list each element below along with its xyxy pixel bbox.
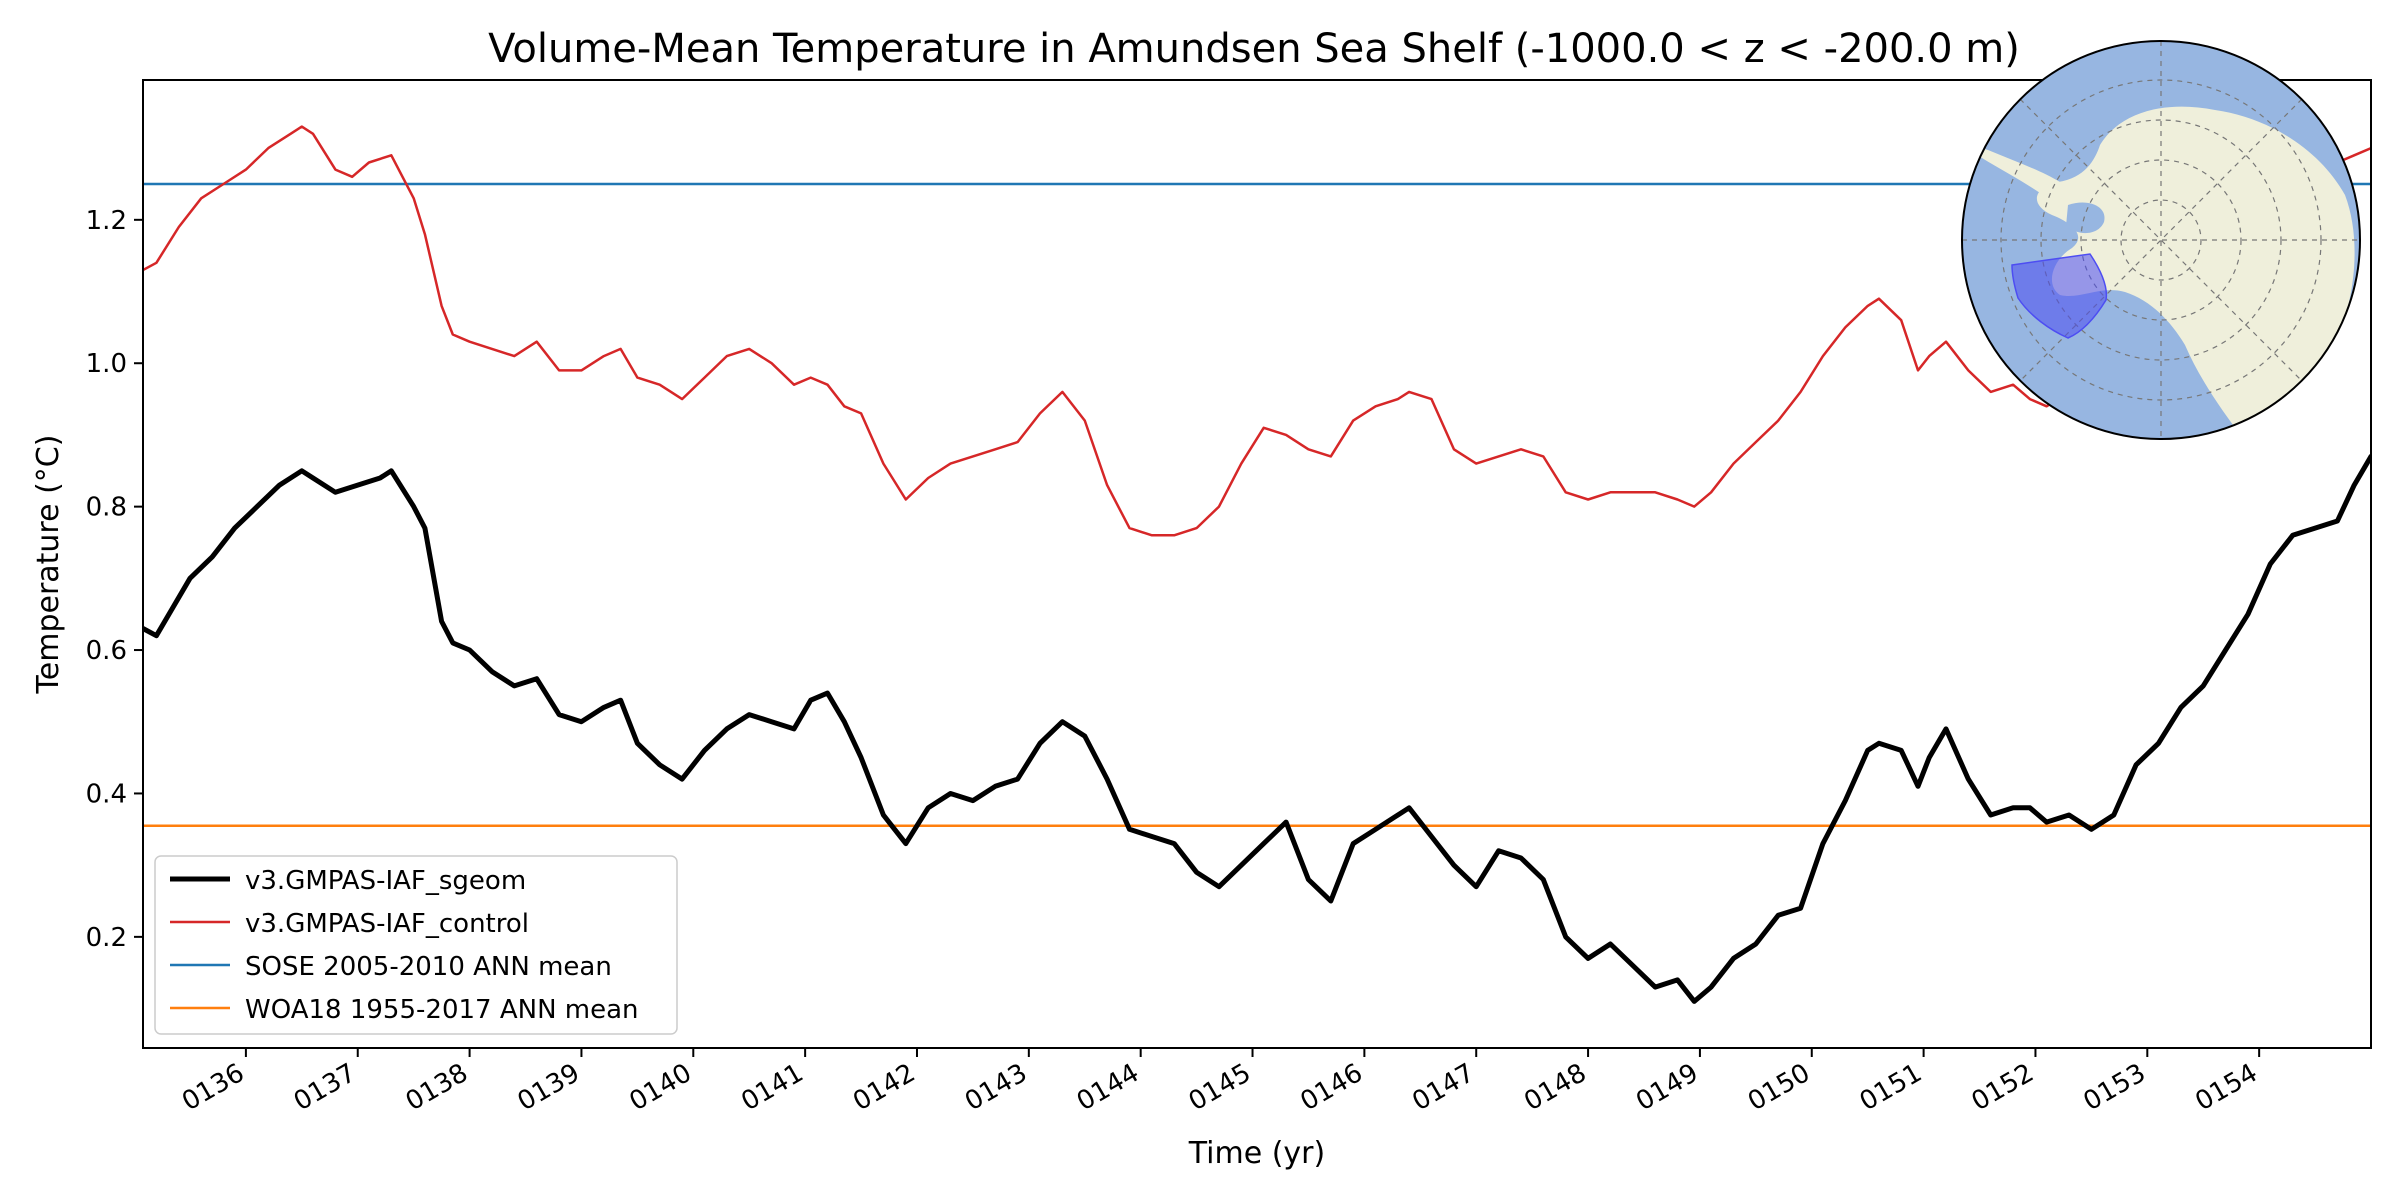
y-axis-label: Temperature (°C) <box>31 435 66 695</box>
plot-frame <box>142 79 2372 1049</box>
y-tick-label: 0.4 <box>86 779 127 809</box>
series-line-1 <box>143 125 2371 537</box>
chart-title: Volume-Mean Temperature in Amundsen Sea … <box>488 26 2020 72</box>
y-tick-label: 0.8 <box>86 493 127 523</box>
antarctic-peninsula <box>1976 148 2062 200</box>
antarctica-inset-map <box>1961 40 2361 440</box>
y-tick-label: 1.0 <box>86 349 127 379</box>
legend-box <box>154 855 678 1035</box>
legend: v3.GMPAS-IAF_sgeom v3.GMPAS-IAF_control … <box>154 855 678 1035</box>
x-axis-label: Time (yr) <box>1188 1136 1325 1171</box>
series-line-0 <box>143 453 2371 1004</box>
y-axis: 0.2 0.4 0.6 0.8 1.0 1.2 <box>86 206 143 953</box>
y-tick-label: 1.2 <box>86 206 127 236</box>
amundsen-sea-region <box>2011 253 2108 339</box>
map-border <box>1961 40 2361 440</box>
y-tick-label: 0.2 <box>86 923 127 953</box>
filchner-shelf <box>2066 202 2105 234</box>
legend-label-sgeom: v3.GMPAS-IAF_sgeom <box>245 866 526 896</box>
legend-label-woa: WOA18 1955-2017 ANN mean <box>245 995 639 1025</box>
legend-label-control: v3.GMPAS-IAF_control <box>245 909 529 939</box>
y-tick-label: 0.6 <box>86 636 127 666</box>
legend-label-sose: SOSE 2005-2010 ANN mean <box>245 952 612 982</box>
antarctica-landmass <box>2036 106 2355 439</box>
